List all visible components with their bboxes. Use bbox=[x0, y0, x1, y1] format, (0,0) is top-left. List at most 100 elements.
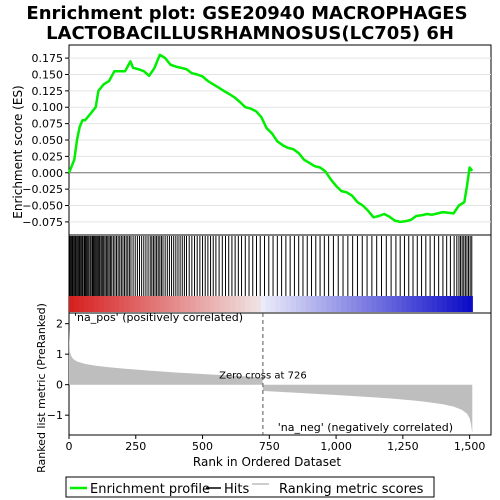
rank-color-segment bbox=[205, 296, 211, 312]
rank-color-segment bbox=[416, 296, 423, 312]
x-axis-label: Rank in Ordered Dataset bbox=[193, 455, 341, 469]
rank-color-segment bbox=[356, 296, 362, 312]
es-y-axis-label: Enrichment score (ES) bbox=[11, 85, 25, 218]
rank-color-segment bbox=[114, 296, 121, 312]
rank-color-segment bbox=[164, 296, 171, 312]
rank-color-segment bbox=[386, 296, 393, 312]
rank-color-segment bbox=[255, 296, 262, 312]
x-tick-label: 1,500 bbox=[454, 440, 486, 453]
x-tick-label: 250 bbox=[125, 440, 146, 453]
rank-color-segment bbox=[74, 296, 80, 312]
rank-color-segment bbox=[351, 296, 357, 312]
metric-y-tick-label: 2 bbox=[56, 318, 63, 331]
rank-color-segment bbox=[69, 296, 75, 312]
rank-color-segment bbox=[300, 296, 307, 312]
rank-color-segment bbox=[431, 296, 438, 312]
rank-color-segment bbox=[401, 296, 408, 312]
enrichment-profile-panel: −0.075 −0.050 −0.025 0.000 0.025 0.050 0.075 0.… bbox=[11, 44, 492, 236]
rank-color-segment bbox=[225, 296, 231, 312]
metric-x-ticks: 0 250 500 750 1,000 1,250 1,500 bbox=[66, 435, 486, 453]
pos-correlated-label: 'na_pos' (positively correlated) bbox=[74, 311, 243, 324]
rank-color-segment bbox=[462, 296, 468, 312]
rank-color-segment bbox=[179, 296, 186, 312]
chart-title-line2: LACTOBACILLUSRHAMNOSUS(LC705) 6H bbox=[46, 23, 454, 44]
rank-color-segment bbox=[119, 296, 126, 312]
metric-y-ticks: −1 0 1 2 bbox=[47, 318, 69, 422]
chart-title-line1: Enrichment plot: GSE20940 MACROPHAGES bbox=[26, 3, 467, 24]
rank-color-segment bbox=[275, 296, 282, 312]
metric-y-tick-label: −1 bbox=[47, 409, 63, 422]
rank-color-segment bbox=[290, 296, 297, 312]
rank-color-segment bbox=[124, 296, 131, 312]
legend-hits-label: Hits bbox=[224, 482, 249, 497]
rank-color-segment bbox=[210, 296, 216, 312]
rank-color-segment bbox=[220, 296, 226, 312]
rank-color-segment bbox=[421, 296, 428, 312]
es-y-tick-label: −0.075 bbox=[22, 216, 63, 229]
rank-color-segment bbox=[129, 296, 136, 312]
rank-color-segment bbox=[406, 296, 413, 312]
neg-correlated-label: 'na_neg' (negatively correlated) bbox=[278, 421, 453, 434]
rank-color-segment bbox=[457, 296, 463, 312]
rank-color-segment bbox=[411, 296, 418, 312]
legend-frame bbox=[65, 476, 435, 498]
rank-color-segment bbox=[79, 296, 85, 312]
rank-color-segment bbox=[84, 296, 90, 312]
es-y-tick-label: −0.050 bbox=[22, 200, 63, 213]
rank-color-segment bbox=[426, 296, 433, 312]
rank-color-segment bbox=[346, 296, 352, 312]
legend-enrichment-label: Enrichment profile bbox=[90, 482, 210, 497]
metric-y-tick-label: 0 bbox=[56, 379, 63, 392]
rank-color-segment bbox=[437, 296, 443, 312]
rank-color-bar bbox=[69, 296, 473, 312]
rank-color-segment bbox=[134, 296, 141, 312]
rank-color-segment bbox=[442, 296, 448, 312]
rank-color-segment bbox=[235, 296, 242, 312]
metric-y-tick-label: 1 bbox=[56, 348, 63, 361]
es-y-tick-label: 0.025 bbox=[32, 150, 64, 163]
rank-color-segment bbox=[361, 296, 368, 312]
rank-color-segment bbox=[341, 296, 347, 312]
rank-color-segment bbox=[305, 296, 312, 312]
rank-color-segment bbox=[326, 296, 332, 312]
rank-color-segment bbox=[169, 296, 176, 312]
es-y-tick-label: 0.100 bbox=[32, 101, 64, 114]
enrichment-profile-line bbox=[67, 53, 474, 224]
rank-color-segment bbox=[189, 296, 196, 312]
ranked-metric-area bbox=[69, 329, 473, 434]
legend: Enrichment profile Hits Ranking metric s… bbox=[65, 476, 435, 498]
zero-cross-label: Zero cross at 726 bbox=[219, 371, 307, 382]
rank-color-segment bbox=[280, 296, 287, 312]
rank-color-segment bbox=[452, 296, 458, 312]
rank-color-segment bbox=[447, 296, 453, 312]
rank-color-segment bbox=[336, 296, 342, 312]
rank-color-segment bbox=[94, 296, 100, 312]
rank-color-segment bbox=[265, 296, 272, 312]
rank-color-segment bbox=[295, 296, 302, 312]
x-tick-label: 750 bbox=[259, 440, 280, 453]
rank-color-segment bbox=[245, 296, 252, 312]
es-y-tick-label: 0.075 bbox=[32, 118, 64, 131]
metric-y-axis-label: Ranked list metric (PreRanked) bbox=[35, 303, 48, 473]
es-y-tick-label: 0.150 bbox=[32, 68, 64, 81]
rank-color-segment bbox=[89, 296, 95, 312]
rank-color-segment bbox=[270, 296, 277, 312]
rank-color-segment bbox=[310, 296, 317, 312]
rank-color-segment bbox=[391, 296, 398, 312]
rank-color-segment bbox=[149, 296, 156, 312]
es-y-tick-label: 0.050 bbox=[32, 134, 64, 147]
rank-color-segment bbox=[366, 296, 373, 312]
es-y-tick-label: 0.175 bbox=[32, 52, 64, 65]
ranked-metric-panel: Zero cross at 726 'na_pos' (positively c… bbox=[35, 303, 492, 473]
rank-color-segment bbox=[215, 296, 221, 312]
rank-color-segment bbox=[321, 296, 327, 312]
es-y-tick-label: −0.025 bbox=[22, 183, 63, 196]
rank-color-segment bbox=[200, 296, 206, 312]
rank-color-segment bbox=[331, 296, 337, 312]
es-y-tick-label: 0.000 bbox=[32, 167, 64, 180]
rank-color-segment bbox=[260, 296, 267, 312]
rank-color-segment bbox=[109, 296, 115, 312]
es-y-ticks: −0.075 −0.050 −0.025 0.000 0.025 0.050 0.075 0.… bbox=[22, 52, 69, 229]
rank-color-segment bbox=[144, 296, 151, 312]
